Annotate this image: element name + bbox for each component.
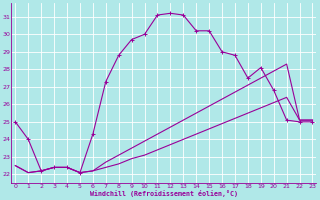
X-axis label: Windchill (Refroidissement éolien,°C): Windchill (Refroidissement éolien,°C)	[90, 190, 238, 197]
